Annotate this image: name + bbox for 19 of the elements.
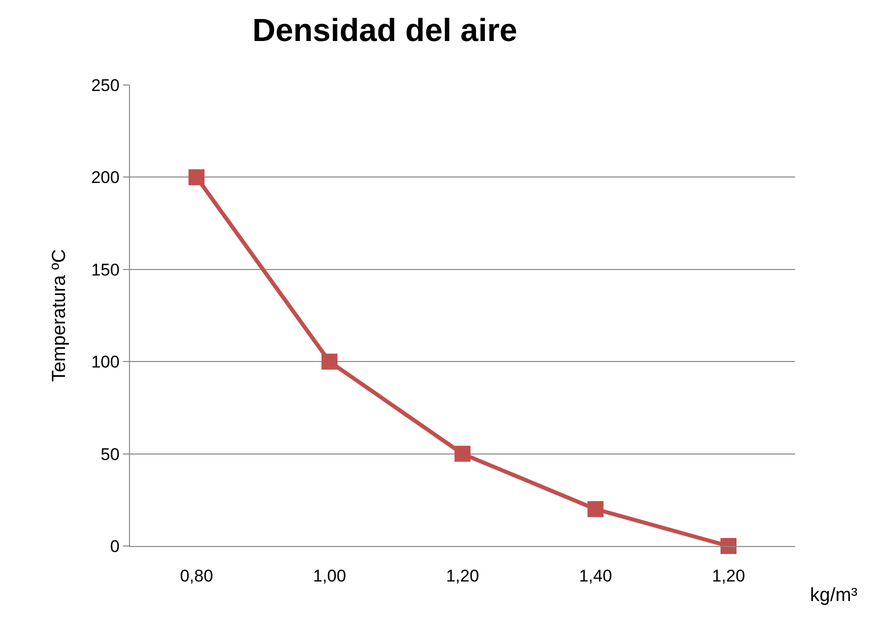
y-axis-title: Temperatura ºC [49, 249, 70, 382]
point [588, 501, 604, 518]
point [322, 354, 338, 370]
x-axis-title: kg/m³ [810, 585, 858, 606]
y-tick-label: 0 [110, 536, 120, 556]
x-tick-label: 1,20 [446, 566, 480, 586]
y-tick-label: 100 [91, 352, 120, 372]
y-tick-label: 50 [100, 444, 120, 464]
x-tick-label: 1,00 [312, 566, 346, 586]
point [188, 169, 204, 186]
point [720, 538, 736, 554]
x-tick-label: 1,20 [712, 566, 746, 586]
point [454, 446, 470, 462]
y-tick-label: 250 [91, 76, 120, 95]
y-tick-label: 150 [91, 260, 120, 280]
y-tick-label: 200 [91, 168, 120, 188]
chart-title: Densidad del aire [252, 12, 518, 48]
x-tick-label: 0,80 [180, 566, 214, 586]
x-tick-label: 1,40 [578, 566, 612, 586]
